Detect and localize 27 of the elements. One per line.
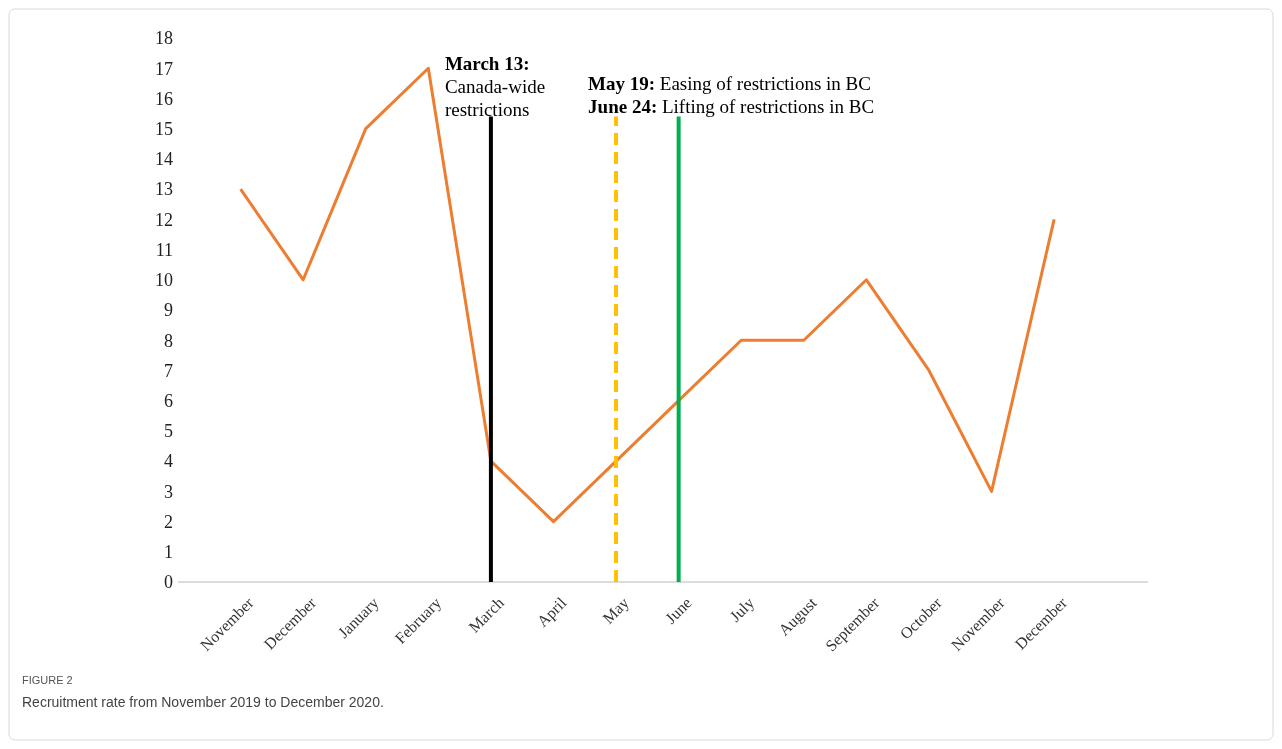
y-tick-label: 12 <box>155 209 173 230</box>
y-tick-label: 16 <box>155 88 173 109</box>
ref-line-label: May 19: Easing of restrictions in BC <box>588 73 871 94</box>
y-tick-label: 1 <box>164 542 173 563</box>
ref-line-label: March 13: Canada-wide restrictions <box>444 53 546 120</box>
y-tick-label: 2 <box>164 511 173 532</box>
y-tick-label: 11 <box>155 239 173 260</box>
x-tick-label: June <box>661 594 695 627</box>
y-tick-label: 0 <box>164 572 173 593</box>
y-tick-label: 7 <box>164 360 173 381</box>
y-tick-label: 5 <box>164 421 173 442</box>
caption: FIGURE 2 <box>22 674 73 686</box>
y-tick-label: 18 <box>155 28 173 49</box>
y-tick-label: 15 <box>155 118 173 139</box>
y-tick-label: 4 <box>164 451 173 472</box>
y-tick-label: 3 <box>164 481 173 502</box>
y-tick-label: 8 <box>164 330 173 351</box>
y-tick-label: 17 <box>155 58 173 79</box>
y-tick-label: 10 <box>155 270 173 291</box>
ref-line-label: June 24: Lifting of restrictions in BC <box>588 96 875 117</box>
text: Recruitment rate from November 2019 to December 2020. <box>22 694 384 710</box>
y-tick-label: 6 <box>164 390 173 411</box>
y-tick-label: 13 <box>155 179 173 200</box>
y-tick-label: 14 <box>155 149 173 170</box>
x-tick-label: May <box>599 594 633 628</box>
y-tick-label: 9 <box>164 300 173 321</box>
x-tick-label: July <box>726 594 758 626</box>
